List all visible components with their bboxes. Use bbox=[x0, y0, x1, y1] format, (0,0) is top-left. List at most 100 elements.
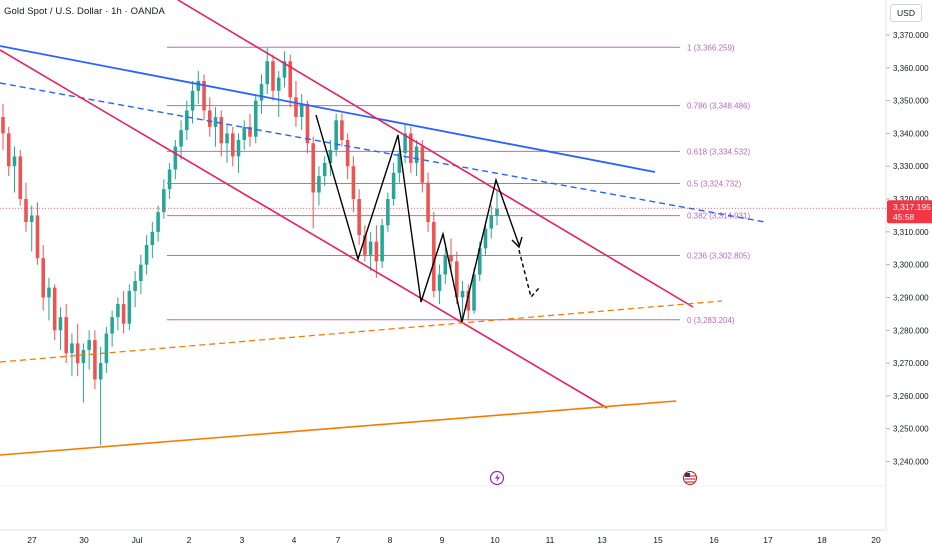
candle-body bbox=[363, 235, 367, 255]
candle-body bbox=[185, 110, 189, 131]
y-axis-tick-label: 3,240.000 bbox=[893, 458, 929, 467]
y-axis-tick-label: 3,340.000 bbox=[893, 129, 929, 138]
x-axis-tick-label: 17 bbox=[763, 535, 773, 545]
candle-body bbox=[87, 340, 91, 350]
x-axis-tick-label: 30 bbox=[79, 535, 89, 545]
zigzag-pattern[interactable] bbox=[315, 114, 520, 323]
candle-body bbox=[139, 264, 143, 282]
y-axis-tick-label: 3,310.000 bbox=[893, 228, 929, 237]
candle-body bbox=[489, 215, 494, 229]
candle-body bbox=[75, 343, 80, 364]
candle-body bbox=[334, 120, 338, 150]
x-axis-tick-label: 18 bbox=[817, 535, 827, 545]
candle-body bbox=[213, 117, 218, 127]
candle-body bbox=[443, 254, 448, 275]
candle-body bbox=[225, 133, 229, 144]
candle-body bbox=[374, 241, 379, 262]
candle-body bbox=[449, 254, 453, 262]
orange-support-line[interactable] bbox=[0, 400, 677, 456]
candle-body bbox=[202, 80, 206, 111]
fib-level-label: 0.786 (3,348.486) bbox=[687, 102, 750, 111]
candle-body bbox=[110, 317, 114, 334]
x-axis-tick-label: 9 bbox=[440, 535, 445, 545]
fib-level-label: 0.618 (3,334.532) bbox=[687, 147, 750, 156]
candle-body bbox=[81, 349, 86, 364]
candle-body bbox=[420, 146, 425, 183]
candle-body bbox=[305, 103, 310, 144]
candle-body bbox=[179, 130, 183, 147]
candle-body bbox=[156, 212, 160, 232]
candle-body bbox=[47, 287, 51, 298]
y-axis-tick-label: 3,300.000 bbox=[893, 261, 929, 270]
y-axis-tick-label: 3,280.000 bbox=[893, 326, 929, 335]
blue-trendline-solid[interactable] bbox=[0, 45, 656, 173]
fib-level-label: 0.5 (3,324.732) bbox=[687, 180, 742, 189]
x-axis-tick-label: 3 bbox=[240, 535, 245, 545]
candle-body bbox=[104, 333, 109, 364]
symbol-title[interactable]: Gold Spot / U.S. Dollar · 1h · OANDA bbox=[4, 6, 165, 17]
x-axis-tick-label: 20 bbox=[871, 535, 881, 545]
candle-body bbox=[208, 110, 212, 127]
y-axis-tick-label: 3,320.000 bbox=[893, 195, 929, 204]
fib-level-label: 0.236 (3,302.805) bbox=[687, 251, 750, 260]
candle-body bbox=[35, 215, 40, 259]
candle-body bbox=[397, 153, 402, 173]
y-axis-tick-label: 3,260.000 bbox=[893, 392, 929, 401]
lightning-icon bbox=[495, 473, 500, 483]
candle-body bbox=[328, 149, 333, 163]
candle-body bbox=[12, 156, 17, 167]
candle-body bbox=[477, 248, 482, 275]
y-axis-tick-label: 3,270.000 bbox=[893, 359, 929, 368]
candle-body bbox=[495, 208, 499, 216]
candle-body bbox=[368, 241, 373, 255]
y-axis-tick-label: 3,350.000 bbox=[893, 97, 929, 106]
candle-body bbox=[127, 290, 132, 324]
candle-body bbox=[150, 231, 155, 245]
candle-body bbox=[173, 146, 178, 170]
candle-body bbox=[472, 274, 476, 311]
candle-body bbox=[322, 162, 327, 177]
x-axis-tick-label: 13 bbox=[597, 535, 607, 545]
candle-body bbox=[219, 117, 224, 144]
candle-body bbox=[288, 61, 292, 98]
x-axis-tick-label: Jul bbox=[132, 535, 143, 545]
candle-body bbox=[259, 84, 264, 101]
candle-body bbox=[58, 317, 63, 331]
candle-body bbox=[351, 166, 356, 200]
candle-body bbox=[230, 133, 235, 157]
currency-selector[interactable]: USD bbox=[890, 4, 922, 22]
candle-body bbox=[380, 225, 384, 262]
candle-body bbox=[426, 182, 430, 223]
candle-body bbox=[345, 139, 350, 167]
orange-dashed-line[interactable] bbox=[0, 300, 723, 363]
channel-lower-line[interactable] bbox=[0, 49, 608, 409]
candle-body bbox=[466, 290, 471, 311]
candle-body bbox=[98, 363, 103, 380]
candle-body bbox=[248, 126, 252, 137]
x-axis-tick-label: 10 bbox=[490, 535, 500, 545]
candle-body bbox=[253, 100, 258, 137]
zigzag-arrowhead bbox=[511, 236, 523, 249]
candle-body bbox=[196, 80, 201, 91]
x-axis-tick-label: 4 bbox=[292, 535, 297, 545]
candle-body bbox=[6, 133, 11, 167]
candle-body bbox=[64, 317, 68, 354]
candle-body bbox=[29, 215, 34, 223]
candle-body bbox=[437, 274, 442, 291]
candle-body bbox=[1, 117, 5, 134]
candle-body bbox=[133, 281, 137, 291]
candle-body bbox=[116, 304, 120, 318]
y-axis-tick-label: 3,360.000 bbox=[893, 64, 929, 73]
candle-body bbox=[162, 189, 166, 213]
projected-path-dashed[interactable] bbox=[518, 249, 540, 299]
candle-body bbox=[242, 126, 247, 140]
candle-body bbox=[70, 343, 74, 354]
channel-upper-line[interactable] bbox=[177, 0, 694, 308]
candle-body bbox=[282, 61, 287, 78]
fib-level-label: 1 (3,366.259) bbox=[687, 43, 735, 52]
candle-body bbox=[357, 199, 361, 236]
fib-level-label: 0.382 (3,314.931) bbox=[687, 212, 750, 221]
x-axis-tick-label: 2 bbox=[187, 535, 192, 545]
